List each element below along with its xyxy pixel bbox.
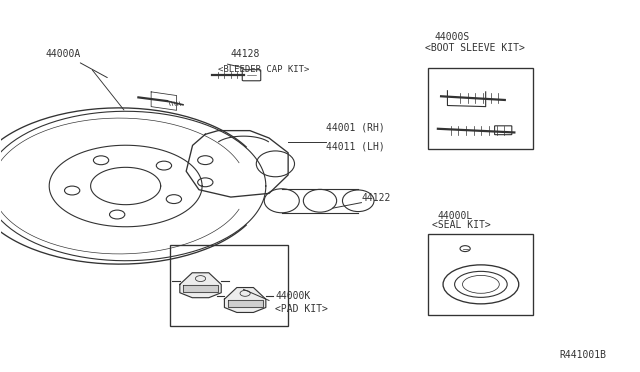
- Text: <PAD KIT>: <PAD KIT>: [275, 304, 328, 314]
- Text: 44000L: 44000L: [438, 211, 473, 221]
- Text: 44128: 44128: [231, 49, 260, 59]
- Text: R441001B: R441001B: [560, 350, 607, 359]
- Text: 44000A: 44000A: [46, 49, 108, 78]
- Polygon shape: [225, 288, 266, 312]
- Text: 44000S: 44000S: [435, 32, 470, 42]
- Polygon shape: [180, 273, 221, 298]
- Polygon shape: [183, 285, 218, 292]
- Text: 44011 (LH): 44011 (LH): [326, 141, 385, 151]
- Bar: [428, 234, 534, 315]
- Polygon shape: [228, 300, 262, 307]
- Bar: [428, 68, 534, 149]
- Bar: [170, 245, 288, 326]
- Text: 44122: 44122: [362, 193, 391, 203]
- Text: <BOOT SLEEVE KIT>: <BOOT SLEEVE KIT>: [425, 43, 525, 53]
- Text: 44001 (RH): 44001 (RH): [326, 123, 385, 132]
- Text: <BLEEDER CAP KIT>: <BLEEDER CAP KIT>: [218, 64, 309, 74]
- Text: <SEAL KIT>: <SEAL KIT>: [431, 221, 490, 231]
- Text: 44000K: 44000K: [275, 291, 310, 301]
